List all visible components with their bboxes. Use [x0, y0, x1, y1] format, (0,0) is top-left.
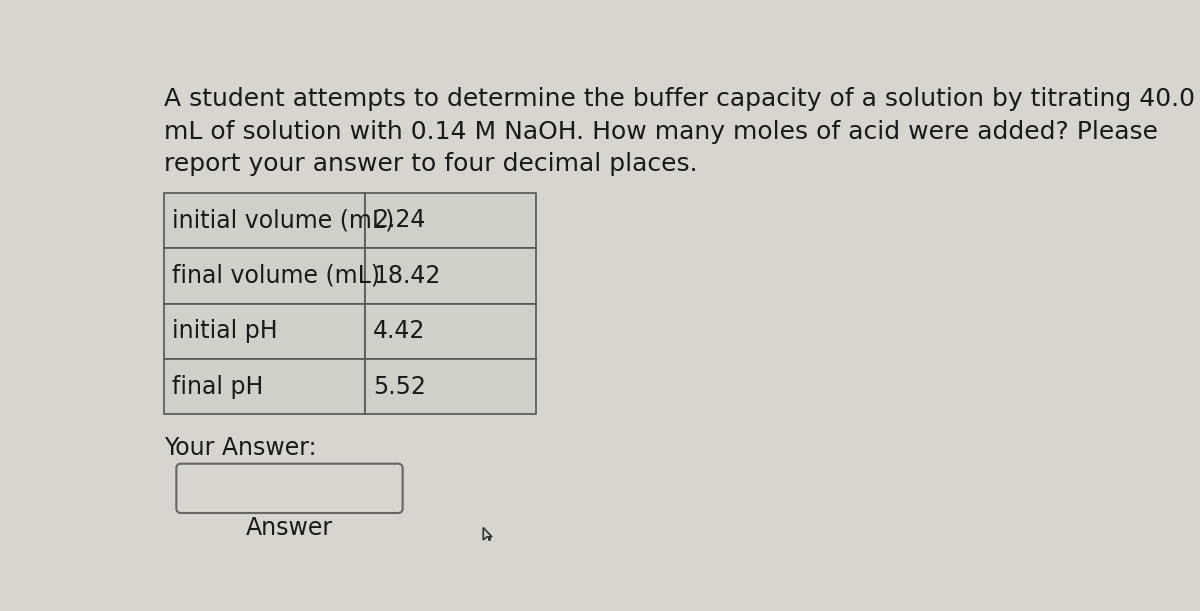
Text: final volume (mL): final volume (mL): [172, 264, 379, 288]
Bar: [366, 192, 536, 248]
Text: 4.42: 4.42: [373, 320, 426, 343]
Bar: [366, 359, 536, 414]
Text: 2.24: 2.24: [373, 208, 426, 232]
Text: Answer: Answer: [246, 516, 334, 540]
Bar: [366, 248, 536, 304]
Bar: [164, 359, 366, 414]
Text: A student attempts to determine the buffer capacity of a solution by titrating 4: A student attempts to determine the buff…: [164, 87, 1195, 177]
Text: 5.52: 5.52: [373, 375, 426, 399]
Bar: [164, 192, 366, 248]
Text: final pH: final pH: [172, 375, 263, 399]
Text: Your Answer:: Your Answer:: [164, 436, 317, 460]
Text: initial pH: initial pH: [172, 320, 277, 343]
FancyBboxPatch shape: [176, 464, 403, 513]
Bar: [164, 248, 366, 304]
Text: initial volume (mL): initial volume (mL): [172, 208, 394, 232]
Text: 18.42: 18.42: [373, 264, 440, 288]
Bar: [366, 304, 536, 359]
Bar: [164, 304, 366, 359]
